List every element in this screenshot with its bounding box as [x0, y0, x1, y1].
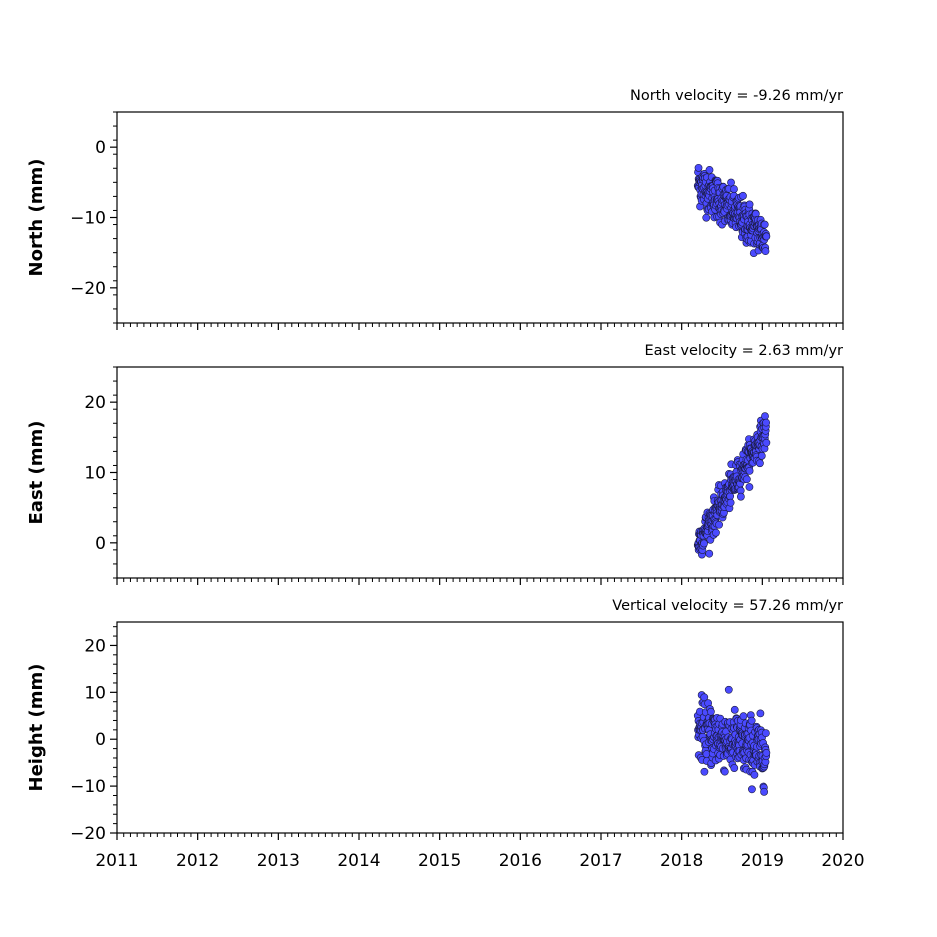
data-point [694, 163, 703, 172]
y-tick-label: 0 [95, 534, 106, 554]
data-point [715, 520, 723, 529]
x-tick-label: 2017 [579, 851, 622, 871]
data-point [761, 412, 769, 421]
data-point [742, 475, 751, 484]
y-axis-label-1: North (mm) [26, 159, 47, 277]
velocity-title-3: Vertical velocity = 57.26 mm/yr [612, 598, 843, 614]
data-point [739, 712, 748, 721]
y-axis-label-2: East (mm) [26, 421, 47, 525]
data-point [706, 707, 715, 716]
data-point [760, 787, 769, 796]
y-tick-label: −10 [70, 777, 106, 797]
y-tick-label: −20 [70, 279, 106, 299]
data-point [762, 438, 771, 447]
x-tick-label: 2020 [821, 851, 864, 871]
data-point [761, 729, 770, 738]
y-tick-label: −20 [70, 824, 106, 844]
x-tick-label: 2019 [741, 851, 784, 871]
x-tick-label: 2015 [418, 851, 461, 871]
y-tick-label: 10 [84, 683, 106, 703]
data-point [705, 549, 714, 558]
y-axis-label-3: Height (mm) [26, 664, 47, 792]
data-point [727, 178, 735, 187]
data-point [761, 247, 770, 256]
data-point [700, 539, 708, 548]
y-tick-label: 10 [84, 464, 106, 484]
data-point [750, 770, 759, 779]
data-point [745, 466, 754, 475]
data-point [724, 685, 733, 694]
data-point [747, 716, 756, 725]
data-point [760, 220, 769, 229]
data-point [705, 166, 714, 174]
data-point [745, 483, 754, 491]
data-point [736, 492, 745, 501]
y-tick-label: 0 [95, 730, 106, 750]
data-point [702, 213, 711, 222]
x-tick-label: 2014 [337, 851, 380, 871]
data-point [726, 498, 735, 507]
velocity-title-1: North velocity = -9.26 mm/yr [630, 88, 843, 104]
y-tick-label: −10 [70, 209, 106, 229]
x-tick-label: 2016 [499, 851, 542, 871]
data-point [712, 528, 720, 537]
y-tick-label: 0 [95, 138, 106, 158]
y-tick-label: 20 [84, 636, 106, 656]
data-point [748, 785, 756, 794]
data-point [700, 767, 709, 776]
velocity-title-2: East velocity = 2.63 mm/yr [644, 343, 843, 359]
data-point [757, 451, 766, 460]
x-tick-label: 2013 [257, 851, 300, 871]
data-point [730, 185, 738, 193]
data-point [762, 232, 771, 241]
data-point [720, 767, 729, 776]
data-point [762, 418, 771, 427]
x-tick-label: 2018 [660, 851, 703, 871]
y-tick-label: 20 [84, 393, 106, 413]
data-point [730, 705, 739, 714]
data-point [762, 749, 771, 757]
x-tick-label: 2011 [95, 851, 138, 871]
data-point [745, 200, 754, 209]
data-point [730, 764, 739, 772]
x-tick-label: 2012 [176, 851, 219, 871]
data-point [739, 191, 747, 200]
data-point [756, 459, 764, 468]
data-point [756, 709, 765, 718]
data-point [726, 492, 735, 501]
